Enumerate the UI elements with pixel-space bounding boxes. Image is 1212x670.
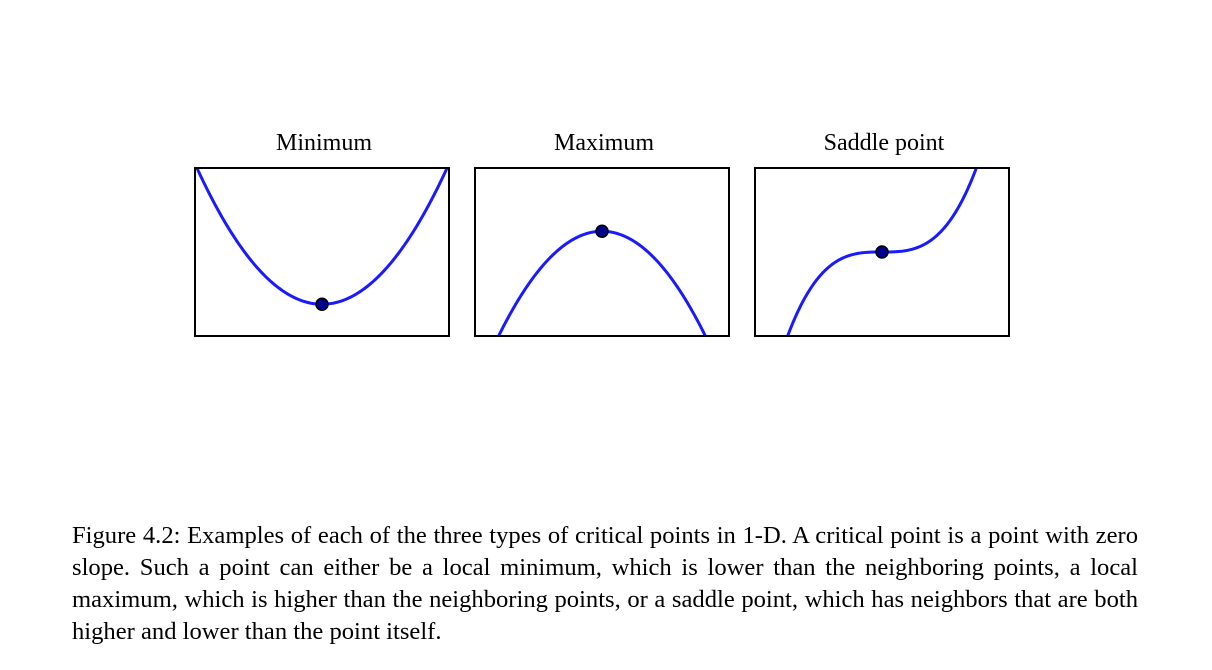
panel-title-saddle: Saddle point <box>823 130 945 156</box>
critical-point-minimum <box>315 297 329 312</box>
figure-caption: Figure 4.2: Examples of each of the thre… <box>72 521 1138 645</box>
plot-maximum <box>497 224 707 335</box>
panel-title-minimum: Minimum <box>275 130 372 156</box>
curve-minimum <box>196 169 448 306</box>
curve-maximum <box>497 229 707 335</box>
critical-points-figure: Minimum Maximum Saddle point <box>194 130 1010 337</box>
critical-point-saddle <box>875 245 889 259</box>
plot-saddle <box>786 169 978 335</box>
panel-minimum <box>194 167 450 337</box>
critical-point-maximum <box>595 224 609 238</box>
panel-title-maximum: Maximum <box>554 130 654 156</box>
plot-minimum <box>196 169 448 312</box>
panel-maximum <box>474 167 730 337</box>
panel-saddle <box>754 167 1010 337</box>
